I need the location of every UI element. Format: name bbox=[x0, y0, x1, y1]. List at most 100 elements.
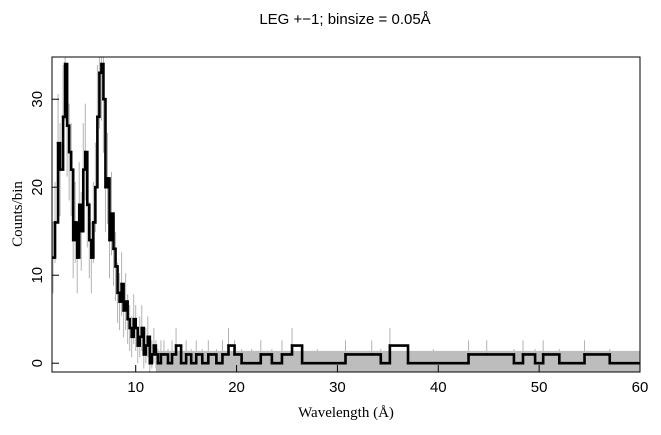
background-band bbox=[155, 350, 640, 372]
data-point bbox=[290, 344, 294, 347]
errorbar-layer bbox=[52, 57, 640, 372]
data-point bbox=[250, 362, 253, 365]
data-point bbox=[512, 362, 516, 365]
data-point bbox=[130, 335, 133, 339]
data-point bbox=[67, 150, 71, 154]
data-layer bbox=[52, 62, 640, 365]
data-point bbox=[98, 71, 101, 75]
data-point bbox=[344, 353, 347, 356]
data-point bbox=[227, 344, 230, 347]
data-point bbox=[280, 353, 284, 356]
data-point bbox=[189, 362, 193, 365]
data-point bbox=[467, 353, 470, 356]
data-point bbox=[53, 221, 57, 224]
data-point bbox=[65, 124, 69, 127]
data-point bbox=[128, 326, 131, 330]
data-point bbox=[316, 362, 319, 365]
x-tick-label: 10 bbox=[127, 379, 144, 396]
x-tick-label: 60 bbox=[632, 379, 649, 396]
x-axis-label: Wavelength (Å) bbox=[298, 405, 394, 421]
data-point bbox=[370, 353, 373, 356]
data-point bbox=[82, 168, 85, 171]
data-point bbox=[154, 353, 158, 356]
data-point bbox=[110, 212, 113, 215]
data-point bbox=[432, 362, 435, 365]
data-point bbox=[132, 318, 135, 321]
data-point bbox=[116, 291, 119, 295]
data-point bbox=[122, 309, 125, 312]
y-tick-label: 0 bbox=[29, 359, 46, 367]
data-point bbox=[69, 168, 73, 171]
data-point bbox=[388, 344, 392, 347]
data-point bbox=[90, 256, 93, 259]
data-point bbox=[118, 300, 121, 303]
data-point bbox=[140, 326, 143, 330]
x-tick-label: 20 bbox=[228, 379, 245, 396]
data-point bbox=[146, 335, 150, 339]
plot-frame bbox=[51, 56, 641, 373]
data-point bbox=[120, 282, 123, 286]
data-point bbox=[608, 362, 611, 365]
data-point bbox=[184, 353, 188, 356]
data-point bbox=[71, 238, 75, 242]
y-tick-label: 30 bbox=[29, 91, 46, 108]
y-axis-label: Counts/bin bbox=[10, 181, 26, 247]
data-point bbox=[86, 203, 89, 207]
data-point bbox=[114, 265, 117, 268]
data-point bbox=[112, 247, 115, 251]
data-point bbox=[201, 362, 204, 365]
data-point bbox=[61, 115, 65, 119]
data-point bbox=[52, 256, 55, 259]
data-point bbox=[78, 203, 81, 207]
data-point bbox=[100, 62, 103, 66]
data-point bbox=[108, 238, 111, 242]
data-point bbox=[558, 362, 561, 365]
data-point bbox=[102, 98, 105, 101]
data-point bbox=[150, 353, 154, 356]
data-point bbox=[221, 353, 224, 356]
data-point bbox=[215, 362, 218, 365]
data-point bbox=[233, 353, 236, 356]
data-point bbox=[638, 362, 640, 365]
data-point bbox=[142, 353, 145, 356]
data-point bbox=[240, 362, 243, 365]
data-point bbox=[259, 353, 262, 356]
data-point bbox=[56, 142, 60, 145]
data-point bbox=[106, 177, 109, 180]
data-point bbox=[162, 353, 166, 356]
y-axis: 0 10 20 30 bbox=[29, 91, 59, 367]
data-point bbox=[76, 256, 79, 259]
data-point bbox=[300, 362, 304, 365]
data-point bbox=[179, 362, 183, 365]
data-point bbox=[152, 344, 156, 347]
data-point bbox=[144, 344, 147, 347]
x-tick-label: 50 bbox=[531, 379, 548, 396]
data-point bbox=[379, 362, 382, 365]
data-point bbox=[541, 353, 545, 356]
data-point bbox=[58, 168, 62, 171]
x-tick-label: 30 bbox=[329, 379, 346, 396]
data-point bbox=[80, 230, 83, 233]
data-point bbox=[159, 353, 163, 356]
data-point bbox=[136, 344, 139, 347]
data-point bbox=[92, 221, 95, 224]
data-point bbox=[583, 353, 586, 356]
data-point bbox=[126, 318, 129, 321]
data-point bbox=[207, 353, 210, 356]
chart-title: LEG +−1; binsize = 0.05Å bbox=[259, 11, 430, 28]
data-point bbox=[195, 353, 198, 356]
data-point bbox=[94, 186, 97, 189]
data-point bbox=[63, 62, 67, 66]
data-point bbox=[148, 362, 152, 365]
y-tick-label: 20 bbox=[29, 179, 46, 196]
spectrum-line bbox=[53, 62, 640, 365]
data-point bbox=[104, 186, 107, 189]
x-axis: 10 20 30 40 50 60 bbox=[127, 365, 648, 396]
data-point bbox=[156, 362, 160, 365]
data-point bbox=[406, 362, 410, 365]
data-point bbox=[124, 300, 127, 303]
data-point bbox=[170, 353, 174, 356]
plot-area bbox=[52, 57, 640, 372]
x-tick-label: 40 bbox=[430, 379, 447, 396]
